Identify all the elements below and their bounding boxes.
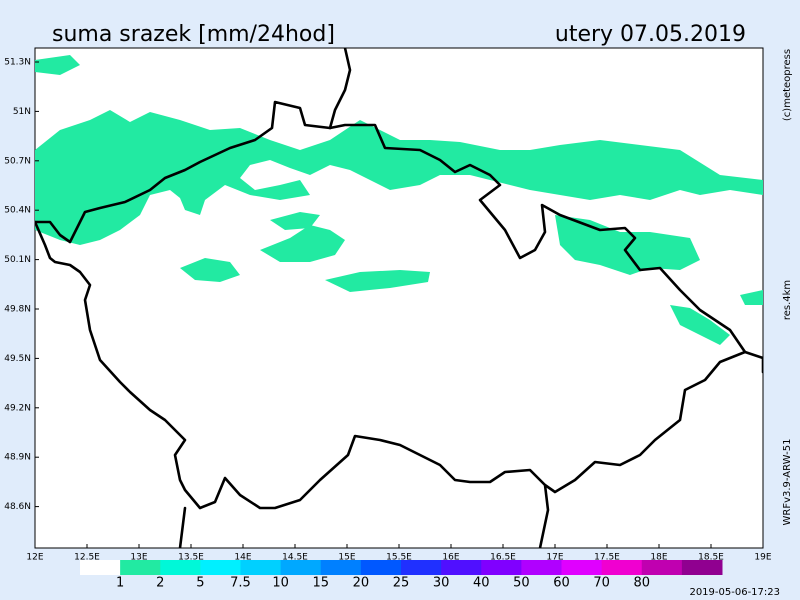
longitude-label: 15E bbox=[338, 553, 355, 563]
legend: 1 2 5 7.5 10 15 20 25 30 40 50 60 70 80 bbox=[80, 560, 723, 591]
legend-swatch bbox=[200, 560, 241, 575]
longitude-label: 12E bbox=[26, 553, 43, 563]
legend-label: 5 bbox=[196, 576, 204, 591]
longitude-label: 17E bbox=[546, 553, 563, 563]
legend-swatch bbox=[320, 560, 362, 575]
legend-swatch bbox=[641, 560, 683, 575]
legend-swatch bbox=[601, 560, 643, 575]
longitude-label: 14E bbox=[234, 553, 251, 563]
legend-swatch bbox=[240, 560, 282, 575]
legend-label: 20 bbox=[353, 576, 370, 591]
latitude-label: 51.3N bbox=[4, 58, 31, 68]
legend-label: 25 bbox=[393, 576, 410, 591]
precip-area bbox=[740, 290, 763, 305]
latitude-label: 48.6N bbox=[4, 502, 31, 512]
legend-swatch bbox=[521, 560, 562, 575]
precip-area bbox=[180, 258, 240, 282]
country-border bbox=[743, 350, 763, 374]
longitude-label: 16.5E bbox=[490, 553, 516, 563]
precip-area bbox=[260, 225, 345, 262]
latitude-label: 50.1N bbox=[4, 255, 31, 265]
precip-area bbox=[270, 212, 320, 230]
legend-label: 80 bbox=[633, 576, 650, 591]
legend-label: 2 bbox=[156, 576, 164, 591]
legend-swatch bbox=[280, 560, 322, 575]
legend-label: 70 bbox=[593, 576, 610, 591]
legend-swatch bbox=[401, 560, 442, 575]
map-panel bbox=[34, 47, 764, 549]
precip-field bbox=[35, 48, 763, 548]
legend-swatch bbox=[441, 560, 482, 575]
latitude-label: 49.5N bbox=[4, 354, 31, 364]
legend-label: 50 bbox=[513, 576, 530, 591]
country-border bbox=[178, 506, 187, 548]
legend-label: 10 bbox=[272, 576, 289, 591]
legend-swatch bbox=[481, 560, 522, 575]
latitude-label: 48.9N bbox=[4, 453, 31, 463]
longitude-label: 19E bbox=[754, 553, 771, 563]
latitude-label: 49.2N bbox=[4, 403, 31, 413]
latitude-labels: 51.3N 51N 50.7N 50.4N 50.1N 49.8N 49.5N 49.2N 48… bbox=[4, 58, 39, 512]
latitude-label: 50.7N bbox=[4, 156, 31, 166]
legend-label: 7.5 bbox=[230, 576, 251, 591]
country-border bbox=[328, 48, 352, 130]
legend-label: 60 bbox=[553, 576, 570, 591]
map-date: utery 07.05.2019 bbox=[555, 22, 746, 47]
country-border bbox=[35, 100, 747, 510]
legend-swatch bbox=[561, 560, 603, 575]
longitude-label: 14.5E bbox=[282, 553, 308, 563]
country-border bbox=[538, 483, 550, 548]
precip-area bbox=[35, 55, 80, 75]
longitude-label: 16E bbox=[442, 553, 459, 563]
latitude-label: 51N bbox=[13, 107, 31, 117]
precip-area bbox=[35, 110, 763, 245]
latitude-label: 49.8N bbox=[4, 305, 31, 315]
legend-label: 40 bbox=[473, 576, 490, 591]
copyright: (c)meteopress bbox=[782, 49, 793, 121]
latitude-label: 50.4N bbox=[4, 206, 31, 216]
longitude-label: 13E bbox=[130, 553, 147, 563]
precip-area bbox=[670, 305, 730, 345]
longitude-labels: 12E 12.5E 13E 13.5E 14E 14.5E 15E 15.5E 16E 16.5E… bbox=[26, 544, 772, 563]
legend-swatch bbox=[681, 560, 723, 575]
longitude-label: 15.5E bbox=[386, 553, 412, 563]
longitude-label: 12.5E bbox=[74, 553, 100, 563]
legend-swatch bbox=[160, 560, 201, 575]
longitude-label: 13.5E bbox=[178, 553, 204, 563]
model-name: WRFv3.9-ARW-51 bbox=[782, 439, 793, 526]
legend-label: 1 bbox=[116, 576, 124, 591]
longitude-label: 18.5E bbox=[698, 553, 724, 563]
legend-label: 15 bbox=[312, 576, 329, 591]
legend-swatch bbox=[360, 560, 402, 575]
longitude-label: 18E bbox=[650, 553, 667, 563]
longitude-label: 17.5E bbox=[594, 553, 620, 563]
map-title: suma srazek [mm/24hod] bbox=[52, 22, 335, 47]
legend-label: 30 bbox=[433, 576, 450, 591]
precip-area bbox=[325, 270, 430, 292]
legend-swatch bbox=[80, 560, 121, 575]
legend-swatch bbox=[120, 560, 161, 575]
resolution: res.4km bbox=[782, 280, 793, 320]
timestamp: 2019-05-06-17:23 bbox=[689, 587, 780, 598]
